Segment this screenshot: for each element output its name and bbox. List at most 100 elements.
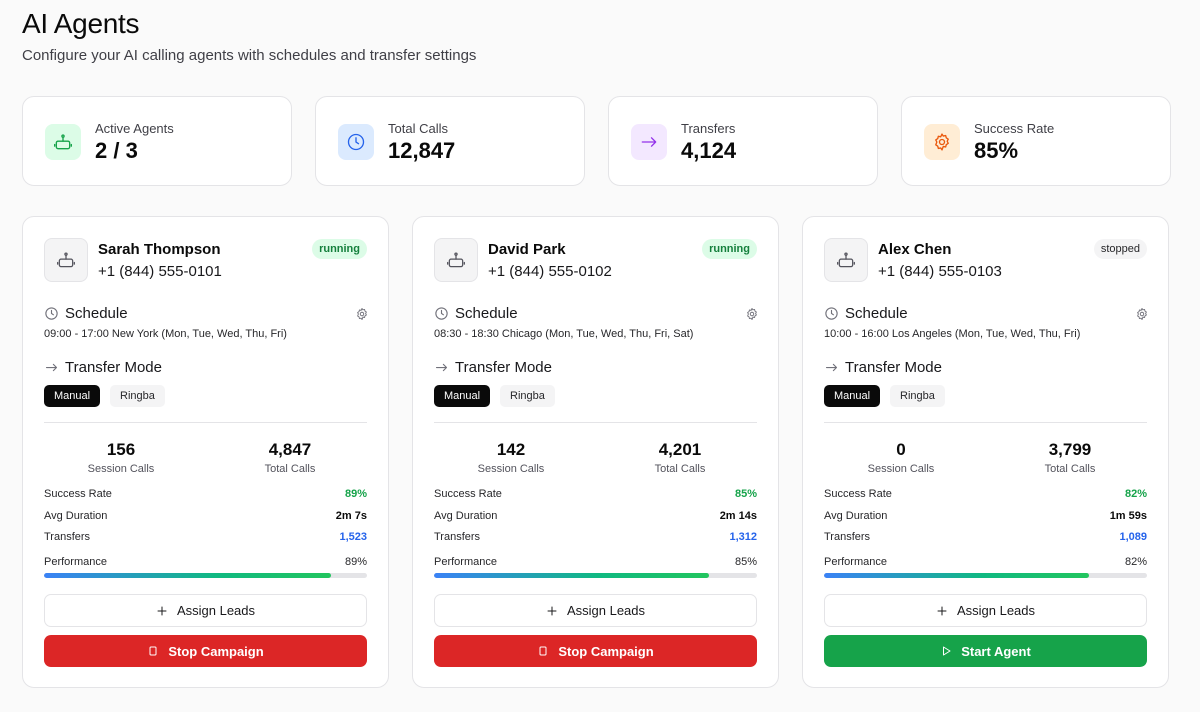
- agent-phone: +1 (844) 555-0103: [878, 263, 1002, 280]
- total-calls-value: 4,201: [658, 440, 702, 459]
- performance-bar: [44, 573, 367, 578]
- avg-duration-label: Avg Duration: [434, 510, 498, 522]
- mode-manual-button[interactable]: Manual: [824, 385, 881, 407]
- agent-card: Alex Chen +1 (844) 555-0103 stopped Sche…: [802, 216, 1169, 688]
- assign-leads-label: Assign Leads: [176, 603, 256, 618]
- assign-leads-button[interactable]: Assign Leads: [824, 594, 1147, 627]
- schedule-heading: Schedule: [434, 305, 518, 322]
- session-calls-label: Session Calls: [477, 463, 545, 475]
- success-rate-label: Success Rate: [824, 488, 892, 500]
- schedule-heading: Schedule: [44, 305, 128, 322]
- assign-leads-label: Assign Leads: [956, 603, 1036, 618]
- stat-label: Total Calls: [388, 121, 448, 136]
- status-badge: running: [312, 239, 367, 259]
- stop-campaign-button[interactable]: Stop Campaign: [44, 635, 367, 667]
- performance-row: Performance 85%: [434, 556, 757, 568]
- schedule-text: 09:00 - 17:00 New York (Mon, Tue, Wed, T…: [44, 328, 287, 340]
- performance-value: 85%: [734, 556, 757, 568]
- stop-icon: [147, 645, 159, 657]
- agent-name: David Park: [488, 241, 566, 258]
- total-calls-label: Total Calls: [1044, 463, 1096, 475]
- total-calls-metric: 4,201 Total Calls: [605, 440, 755, 475]
- stat-label: Success Rate: [974, 121, 1055, 136]
- campaign-action-label: Start Agent: [961, 643, 1031, 659]
- stat-label: Active Agents: [95, 121, 174, 136]
- transfer-mode-heading: Transfer Mode: [824, 359, 942, 376]
- schedule-text: 08:30 - 18:30 Chicago (Mon, Tue, Wed, Th…: [434, 328, 694, 340]
- stat-label: Transfers: [681, 121, 736, 136]
- success-rate-value: 89%: [344, 488, 367, 500]
- session-calls-value: 0: [896, 440, 906, 459]
- schedule-title: Schedule: [455, 305, 518, 322]
- stat-card-transfers: Transfers 4,124: [608, 96, 878, 186]
- divider: [434, 422, 757, 423]
- performance-bar: [824, 573, 1147, 578]
- mode-ringba-button[interactable]: Ringba: [500, 385, 555, 407]
- total-calls-value: 3,799: [1048, 440, 1092, 459]
- schedule-title: Schedule: [845, 305, 908, 322]
- stat-card-total-calls: Total Calls 12,847: [315, 96, 585, 186]
- divider: [824, 422, 1147, 423]
- agent-avatar: [824, 238, 868, 282]
- performance-bar-fill: [824, 573, 1089, 578]
- performance-bar-fill: [434, 573, 709, 578]
- total-calls-value: 4,847: [268, 440, 312, 459]
- performance-bar-fill: [44, 573, 332, 578]
- transfers-row: Transfers 1,312: [434, 531, 757, 543]
- schedule-settings-button[interactable]: [743, 305, 761, 323]
- divider: [44, 422, 367, 423]
- clock-icon: [434, 306, 449, 321]
- stat-value: 2 / 3: [95, 138, 138, 163]
- success-rate-value: 82%: [1124, 488, 1147, 500]
- session-calls-metric: 156 Session Calls: [46, 440, 196, 475]
- assign-leads-button[interactable]: Assign Leads: [434, 594, 757, 627]
- transfer-mode-heading: Transfer Mode: [44, 359, 162, 376]
- assign-leads-button[interactable]: Assign Leads: [44, 594, 367, 627]
- performance-value: 82%: [1124, 556, 1147, 568]
- arrow-right-icon: [631, 124, 667, 160]
- success-rate-label: Success Rate: [434, 488, 502, 500]
- schedule-settings-button[interactable]: [1133, 305, 1151, 323]
- assign-leads-label: Assign Leads: [566, 603, 646, 618]
- success-rate-value: 85%: [734, 488, 757, 500]
- transfers-row: Transfers 1,523: [44, 531, 367, 543]
- schedule-settings-button[interactable]: [353, 305, 371, 323]
- success-rate-label: Success Rate: [44, 488, 112, 500]
- stat-card-active-agents: Active Agents 2 / 3: [22, 96, 292, 186]
- arrow-right-icon: [434, 360, 449, 375]
- status-badge: stopped: [1093, 239, 1147, 259]
- plus-icon: [936, 605, 948, 617]
- mode-ringba-button[interactable]: Ringba: [890, 385, 945, 407]
- mode-manual-button[interactable]: Manual: [44, 385, 101, 407]
- session-calls-value: 142: [496, 440, 526, 459]
- agent-name: Sarah Thompson: [98, 241, 221, 258]
- transfer-mode-heading: Transfer Mode: [434, 359, 552, 376]
- transfer-mode-title: Transfer Mode: [845, 359, 942, 376]
- performance-label: Performance: [824, 556, 887, 568]
- stat-card-success-rate: Success Rate 85%: [901, 96, 1171, 186]
- session-calls-metric: 142 Session Calls: [436, 440, 586, 475]
- avg-duration-row: Avg Duration 2m 7s: [44, 510, 367, 522]
- total-calls-metric: 4,847 Total Calls: [215, 440, 365, 475]
- avg-duration-label: Avg Duration: [44, 510, 108, 522]
- transfers-value: 1,312: [729, 531, 757, 543]
- success-rate-row: Success Rate 85%: [434, 488, 757, 500]
- gear-icon: [1135, 307, 1149, 321]
- robot-icon: [56, 250, 76, 270]
- performance-row: Performance 89%: [44, 556, 367, 568]
- clock-icon: [824, 306, 839, 321]
- robot-icon: [446, 250, 466, 270]
- agent-phone: +1 (844) 555-0101: [98, 263, 222, 280]
- start-agent-button[interactable]: Start Agent: [824, 635, 1147, 667]
- performance-value: 89%: [344, 556, 367, 568]
- total-calls-label: Total Calls: [654, 463, 706, 475]
- mode-ringba-button[interactable]: Ringba: [110, 385, 165, 407]
- avg-duration-value: 2m 7s: [335, 510, 367, 522]
- transfers-value: 1,089: [1119, 531, 1147, 543]
- gear-icon: [745, 307, 759, 321]
- robot-icon: [45, 124, 81, 160]
- mode-manual-button[interactable]: Manual: [434, 385, 491, 407]
- campaign-action-label: Stop Campaign: [558, 643, 654, 659]
- stop-campaign-button[interactable]: Stop Campaign: [434, 635, 757, 667]
- avg-duration-value: 1m 59s: [1109, 510, 1147, 522]
